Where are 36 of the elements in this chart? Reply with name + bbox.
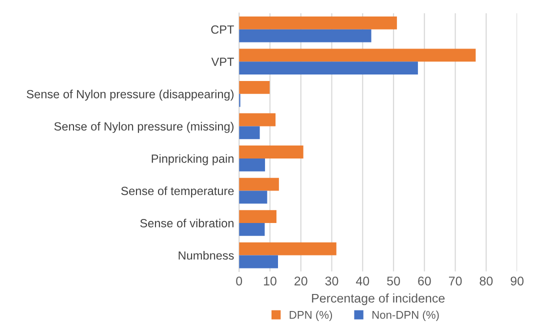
bar	[239, 158, 266, 172]
bar	[239, 242, 336, 256]
bar	[239, 113, 276, 126]
bar	[239, 210, 276, 224]
bar	[239, 62, 418, 75]
x-tick-label: 20	[294, 276, 308, 286]
legend-label: DPN (%)	[290, 310, 332, 321]
bar	[239, 146, 304, 158]
x-tick-label: 10	[264, 276, 276, 286]
bar	[239, 16, 397, 30]
legend-label: Non-DPN (%)	[372, 310, 439, 321]
y-tick-label: CPT	[211, 25, 234, 34]
x-tick-label: 80	[480, 276, 493, 286]
bar	[239, 48, 476, 62]
bar	[239, 255, 278, 268]
x-tick-label: 50	[387, 276, 400, 286]
x-tick-label: 70	[448, 276, 462, 286]
bar	[239, 81, 270, 94]
y-tick-label: Sense of temperature	[121, 186, 234, 198]
x-tick-label: 30	[325, 276, 338, 286]
bar	[239, 223, 265, 236]
bar	[239, 29, 372, 42]
y-tick-label: Sense of Nylon pressure (missing)	[54, 122, 234, 133]
x-tick-label: 90	[510, 276, 524, 286]
y-tick-label: Sense of vibration	[140, 218, 234, 228]
x-tick-label: 40	[356, 276, 370, 286]
x-tick-label: 60	[418, 276, 431, 286]
y-tick-label: Numbness	[178, 251, 234, 260]
y-tick-label: Sense of Nylon pressure (disappearing)	[26, 90, 234, 101]
bar	[239, 178, 279, 191]
y-tick-label: VPT	[211, 58, 234, 66]
y-tick-label: Pinpricking pain	[152, 154, 234, 166]
x-axis-title: Percentage of incidence	[312, 293, 445, 306]
bar	[239, 190, 268, 204]
x-tick-label: 0	[236, 276, 242, 286]
bar	[239, 126, 260, 140]
